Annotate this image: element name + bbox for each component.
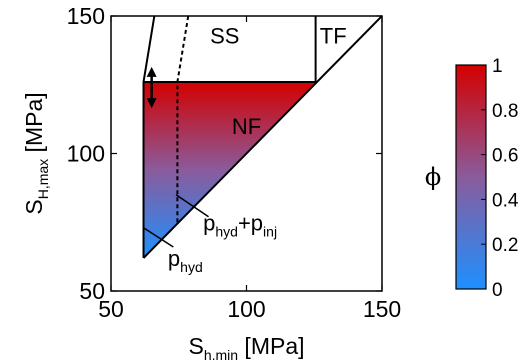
arrow-head-up — [146, 66, 157, 77]
colorbar-tick-label: 0.4 — [492, 190, 519, 211]
colorbar — [455, 64, 487, 290]
arrow-head-down — [146, 98, 157, 109]
annotation-pointer — [175, 194, 209, 218]
region-label-ss: SS — [210, 23, 239, 48]
colorbar-tick-label: 0.6 — [492, 146, 518, 167]
x-axis-label: Sh,min [MPa] — [188, 333, 304, 360]
colorbar-label: ϕ — [425, 163, 441, 191]
diagonal-line — [142, 15, 383, 259]
x-tick-label: 150 — [363, 296, 401, 322]
colorbar-tick-label: 0.8 — [492, 101, 518, 122]
region-label-nf: NF — [232, 114, 261, 139]
colorbar-tick-label: 0 — [492, 280, 503, 301]
x-tick-label: 50 — [98, 296, 124, 322]
x-tick-label: 100 — [227, 296, 265, 322]
region-label-tf: TF — [320, 23, 347, 48]
annotation-label-1: phyd — [168, 246, 203, 275]
y-tick-label: 100 — [67, 141, 105, 167]
annotation-label-2: phyd+pinj — [203, 210, 277, 239]
shifted-boundary-dashed — [176, 15, 190, 223]
annotation-pointer — [143, 227, 174, 248]
y-tick-label: 150 — [67, 3, 105, 29]
colorbar-tick-label: 1 — [492, 56, 503, 77]
y-tick-label: 50 — [79, 278, 105, 304]
y-axis-label: SH,max [MPa] — [21, 92, 51, 214]
colorbar-tick-label: 0.2 — [492, 235, 518, 256]
